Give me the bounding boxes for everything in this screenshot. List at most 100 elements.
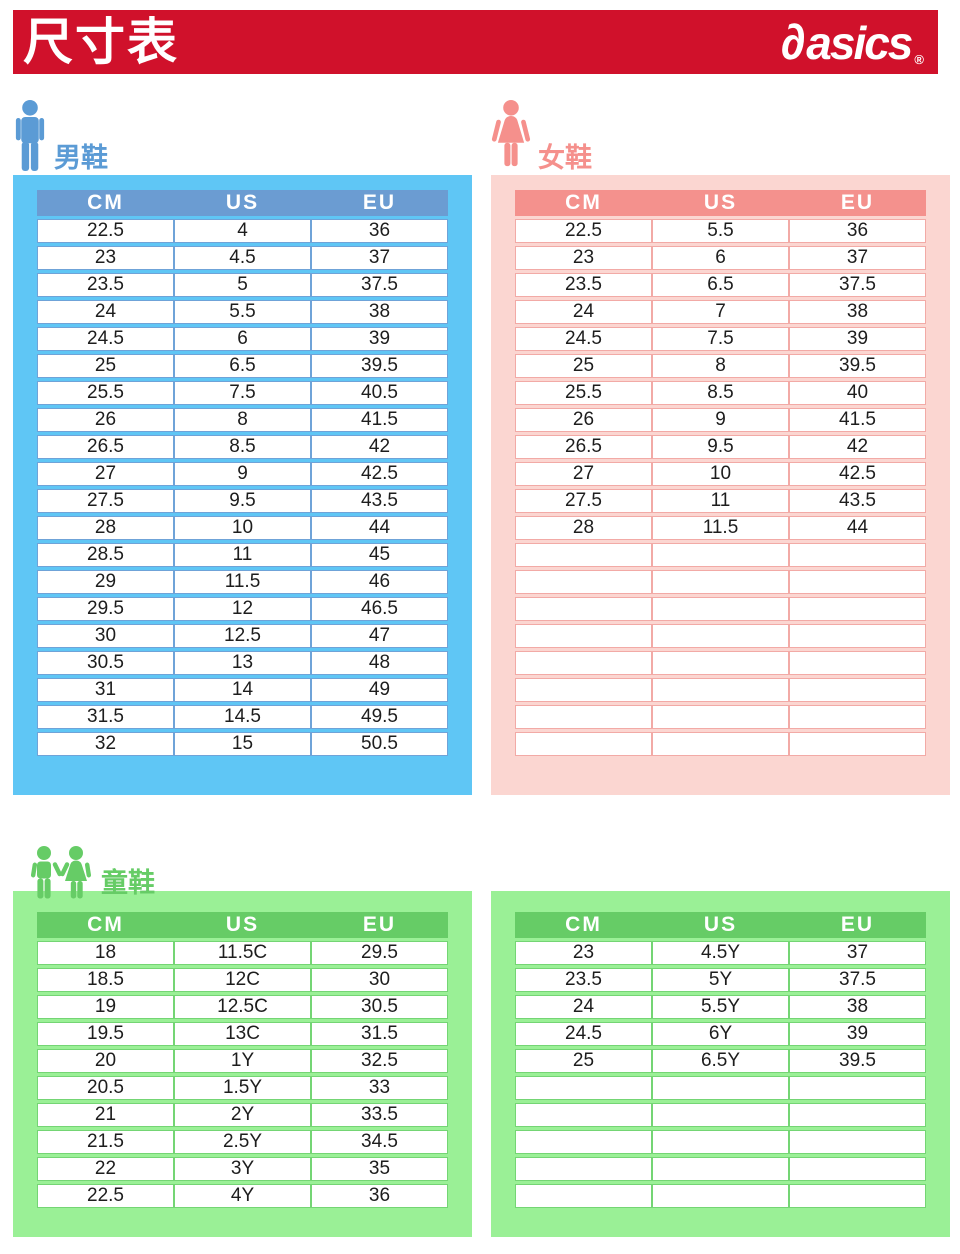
asics-logo-mark-icon: ∂ [780,14,806,70]
table-cell [515,1103,652,1127]
table-cell [789,624,926,648]
table-cell: 15 [174,732,311,756]
table-cell: 39.5 [789,354,926,378]
table-cell: 8.5 [174,435,311,459]
table-cell: 10 [174,516,311,540]
table-cell: 32 [37,732,174,756]
column-header: EU [311,912,448,938]
table-cell: 28 [515,516,652,540]
table-cell [515,1076,652,1100]
header-row: CM US EU [515,190,926,216]
table-cell [515,624,652,648]
registered-trademark-symbol: ® [914,52,924,67]
table-cell [515,543,652,567]
table-cell: 27 [37,462,174,486]
table-cell: 34.5 [311,1130,448,1154]
table-row: 25 6.5 39.5 [37,354,448,378]
table-cell: 25 [515,1049,652,1073]
table-cell: 5.5 [174,300,311,324]
table-cell: 5Y [652,968,789,992]
table-cell: 37 [789,246,926,270]
table-cell [789,1103,926,1127]
header-bar: 尺寸表 ∂ asics ® [13,10,938,74]
table-cell: 7 [652,300,789,324]
table-cell: 45 [311,543,448,567]
table-row [515,1184,926,1208]
table-cell [789,597,926,621]
table-cell: 24.5 [37,327,174,351]
table-row: 24 7 38 [515,300,926,324]
asics-logo-text: asics [806,17,913,69]
table-cell [652,1076,789,1100]
table-row [515,1076,926,1100]
table-cell: 24.5 [515,327,652,351]
table-cell: 3Y [174,1157,311,1181]
column-header: EU [789,190,926,216]
table-row [515,678,926,702]
column-header: CM [37,190,174,216]
table-row: 24 5.5 38 [37,300,448,324]
table-row [515,1103,926,1127]
table-cell [515,597,652,621]
table-row: 20 1Y 32.5 [37,1049,448,1073]
women-size-table: CM US EU 22.5 5.5 36 23 6 37 23.5 6.5 37.5 24 7 38 24.5… [515,187,926,759]
table-cell: 23 [515,246,652,270]
table-cell [515,570,652,594]
table-row: 28 10 44 [37,516,448,540]
table-cell: 8 [174,408,311,432]
table-cell [652,543,789,567]
table-cell: 29 [37,570,174,594]
table-cell: 37 [789,941,926,965]
table-row: 31.5 14.5 49.5 [37,705,448,729]
table-cell: 13 [174,651,311,675]
table-cell: 14.5 [174,705,311,729]
table-cell: 39 [789,1022,926,1046]
table-cell: 22 [37,1157,174,1181]
table-row: 23 4.5 37 [37,246,448,270]
table-cell: 42 [311,435,448,459]
table-cell: 11.5C [174,941,311,965]
men-section: 男鞋 CM US EU 22.5 4 36 23 4.5 37 23.5 5 37.5 24 5.5 38 2… [13,74,472,795]
table-cell [515,705,652,729]
table-row: 22.5 4Y 36 [37,1184,448,1208]
asics-logo: ∂ asics ® [781,17,924,67]
table-row: 22.5 4 36 [37,219,448,243]
table-cell: 23.5 [515,273,652,297]
table-row: 25.5 8.5 40 [515,381,926,405]
table-cell: 28 [37,516,174,540]
table-row: 18.5 12C 30 [37,968,448,992]
table-cell: 26 [37,408,174,432]
table-cell [515,1130,652,1154]
table-cell: 11.5 [652,516,789,540]
table-cell: 25 [515,354,652,378]
kids-right-section: CM US EU 23 4.5Y 37 23.5 5Y 37.5 24 5.5Y 38 24.5 6Y 39… [491,891,950,1237]
table-row [515,705,926,729]
table-cell: 1.5Y [174,1076,311,1100]
table-cell: 36 [311,1184,448,1208]
table-cell [789,705,926,729]
table-cell: 12.5C [174,995,311,1019]
table-cell: 36 [311,219,448,243]
table-cell: 23 [515,941,652,965]
table-cell [652,624,789,648]
table-cell [652,597,789,621]
column-header: US [174,912,311,938]
header-row: CM US EU [37,912,448,938]
table-cell: 27.5 [37,489,174,513]
table-cell: 33 [311,1076,448,1100]
table-cell: 23 [37,246,174,270]
table-cell [789,1076,926,1100]
table-cell: 24 [37,300,174,324]
table-cell: 9.5 [652,435,789,459]
table-cell: 12 [174,597,311,621]
table-cell: 8 [652,354,789,378]
column-header: CM [515,912,652,938]
table-cell: 39 [311,327,448,351]
table-cell: 22.5 [515,219,652,243]
table-cell: 31.5 [37,705,174,729]
table-cell: 46 [311,570,448,594]
table-cell: 26.5 [37,435,174,459]
column-header: EU [789,912,926,938]
table-cell [515,1157,652,1181]
